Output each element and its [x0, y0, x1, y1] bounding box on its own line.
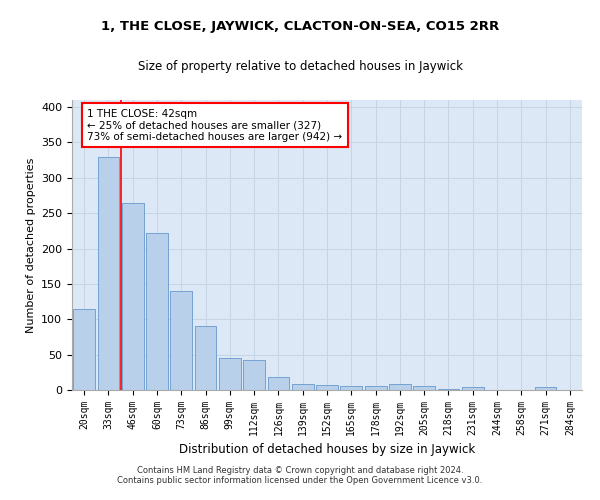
Bar	[462, 387, 484, 390]
Text: 1, THE CLOSE, JAYWICK, CLACTON-ON-SEA, CO15 2RR: 1, THE CLOSE, JAYWICK, CLACTON-ON-SEA, C…	[101, 20, 499, 33]
Bar	[194, 326, 217, 390]
Bar	[292, 384, 314, 390]
Y-axis label: Number of detached properties: Number of detached properties	[26, 158, 35, 332]
Bar	[170, 291, 192, 390]
Bar	[389, 384, 411, 390]
X-axis label: Distribution of detached houses by size in Jaywick: Distribution of detached houses by size …	[179, 444, 475, 456]
Bar	[340, 386, 362, 390]
Bar	[73, 308, 95, 390]
Bar	[437, 388, 460, 390]
Bar	[365, 386, 386, 390]
Bar	[268, 378, 289, 390]
Bar	[316, 385, 338, 390]
Text: 1 THE CLOSE: 42sqm
← 25% of detached houses are smaller (327)
73% of semi-detach: 1 THE CLOSE: 42sqm ← 25% of detached hou…	[88, 108, 343, 142]
Bar	[535, 387, 556, 390]
Text: Contains HM Land Registry data © Crown copyright and database right 2024.
Contai: Contains HM Land Registry data © Crown c…	[118, 466, 482, 485]
Bar	[219, 358, 241, 390]
Bar	[146, 233, 168, 390]
Bar	[243, 360, 265, 390]
Bar	[122, 202, 143, 390]
Bar	[413, 386, 435, 390]
Bar	[97, 156, 119, 390]
Text: Size of property relative to detached houses in Jaywick: Size of property relative to detached ho…	[137, 60, 463, 73]
